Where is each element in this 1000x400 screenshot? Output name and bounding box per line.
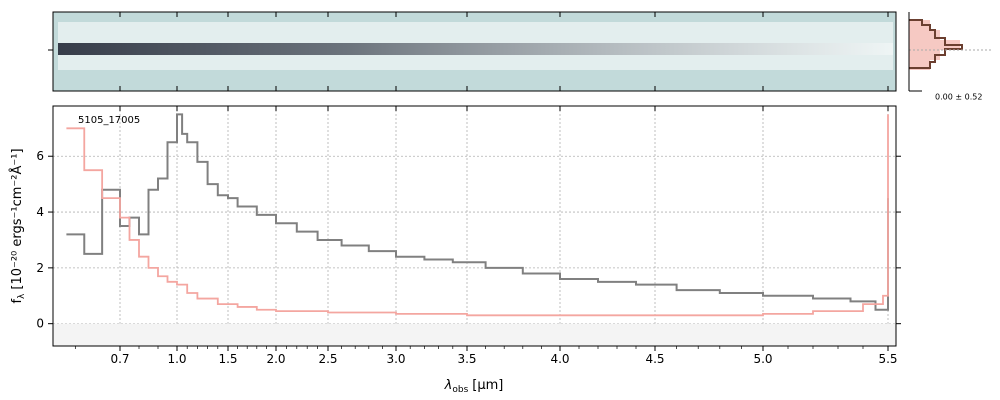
y-tick-label: 6 (36, 149, 44, 163)
spectrum-2d-frame (52, 11, 897, 92)
object-id-annotation: 5105_17005 (78, 115, 140, 126)
zero-band (53, 323, 896, 346)
spectrum-2d-panel (48, 11, 897, 92)
x-tick-label: 4.5 (645, 352, 664, 366)
y-axis-label-main: f (10, 299, 25, 304)
x-tick-label: 1.0 (167, 352, 186, 366)
y-axis-label: fλ [10⁻²⁰ ergs⁻¹cm⁻²Å⁻¹] (9, 148, 27, 303)
y-axis: 0 2 4 6 (36, 149, 901, 331)
profile-label: 0.00 ± 0.52 (935, 93, 982, 102)
x-tick-label: 0.7 (110, 352, 129, 366)
spectrum-2d-ticks (48, 12, 889, 91)
profile-fill (909, 20, 960, 70)
x-tick-label: 2.5 (318, 352, 337, 366)
x-axis-label-main: λ (444, 378, 453, 393)
spectrum-2d-core (58, 43, 893, 55)
y-axis-label-sub: λ (17, 293, 27, 299)
x-axis-label: λobs [μm] (444, 378, 504, 395)
profile-line (909, 19, 963, 69)
y-axis-label-unit: [10⁻²⁰ ergs⁻¹cm⁻²Å⁻¹] (9, 148, 25, 289)
x-tick-label: 1.5 (218, 352, 237, 366)
series-line (66, 113, 889, 311)
x-tick-label: 5.5 (878, 352, 897, 366)
spectrum-2d-trace (58, 22, 893, 70)
x-tick-label: 3.5 (457, 352, 476, 366)
series-group (66, 113, 889, 317)
x-axis-label-sub: obs (452, 385, 468, 395)
y-tick-label: 2 (36, 261, 44, 275)
y-tick-label: 0 (36, 317, 44, 331)
x-axis: 0.7 1.0 1.5 2.0 2.5 3.0 3.5 4.0 4.5 5.0 5.5 (74, 106, 898, 366)
series-line (66, 114, 889, 317)
x-tick-label: 2.0 (266, 352, 285, 366)
y-tick-label: 4 (36, 205, 44, 219)
x-tick-label: 4.0 (550, 352, 569, 366)
profile-panel: 0.00 ± 0.52 (908, 12, 992, 102)
x-tick-label: 3.0 (386, 352, 405, 366)
plot-frame (52, 105, 897, 347)
plot-area: 0.7 1.0 1.5 2.0 2.5 3.0 3.5 4.0 4.5 5.0 5.5 0 2 4 6 5… (36, 105, 901, 366)
x-tick-label: 5.0 (753, 352, 772, 366)
x-axis-label-unit: [μm] (472, 378, 503, 393)
plot-background (53, 106, 896, 346)
